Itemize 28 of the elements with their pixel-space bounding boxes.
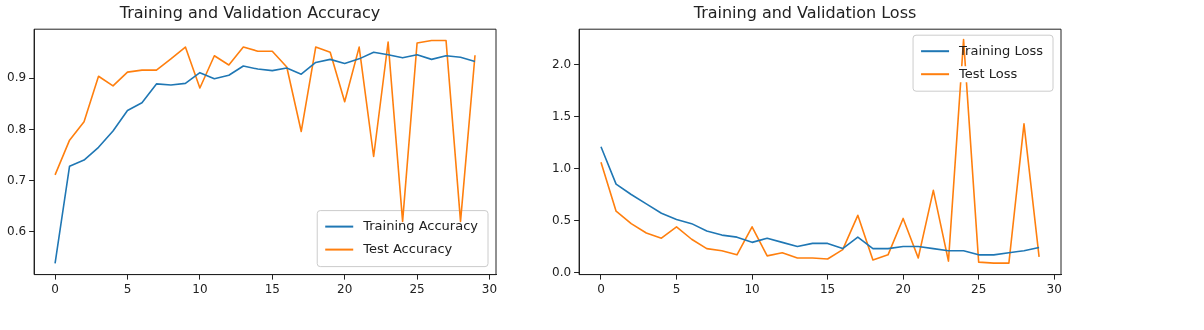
legend-label: Test Loss — [958, 65, 1018, 81]
y-tick-label: 0.0 — [551, 264, 572, 279]
y-tick-label: 0.7 — [6, 172, 27, 187]
x-tick-label: 20 — [337, 281, 353, 296]
x-tick-label: 10 — [192, 281, 208, 296]
x-tick-label: 15 — [264, 281, 280, 296]
chart-title: Training and Validation Accuracy — [118, 2, 381, 22]
x-tick-label: 25 — [971, 281, 987, 296]
x-tick-label: 30 — [1046, 281, 1062, 296]
y-tick-label: 2.0 — [551, 56, 572, 71]
x-tick-label: 5 — [672, 281, 681, 296]
chart-title: Training and Validation Loss — [692, 2, 917, 22]
x-tick-label: 0 — [597, 281, 605, 296]
y-tick-label: 1.0 — [551, 160, 572, 175]
x-tick-label: 20 — [895, 281, 911, 296]
x-tick-label: 30 — [481, 281, 498, 296]
x-tick-label: 15 — [819, 281, 836, 296]
legend-label: Test Accuracy — [362, 240, 453, 256]
x-tick-label: 0 — [51, 281, 59, 296]
y-tick-label: 0.8 — [6, 121, 27, 136]
y-tick-label: 0.9 — [6, 70, 27, 85]
x-tick-label: 25 — [409, 281, 425, 296]
x-tick-label: 5 — [123, 281, 132, 296]
y-tick-label: 0.5 — [551, 212, 572, 227]
y-tick-label: 1.5 — [551, 108, 572, 123]
y-tick-label: 0.6 — [6, 223, 27, 238]
legend-label: Training Accuracy — [362, 217, 479, 233]
x-tick-label: 10 — [744, 281, 760, 296]
